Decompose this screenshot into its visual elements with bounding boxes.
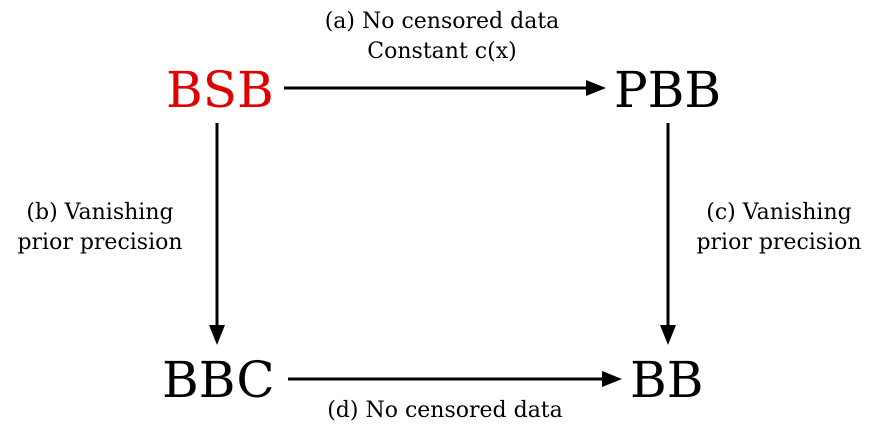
- edge-b-label: (b) Vanishing prior precision: [2, 198, 198, 258]
- edge-a-label: (a) No censored data Constant c(x): [302, 7, 582, 67]
- edge-b-arrow: [209, 123, 225, 345]
- edge-b-label-line1: (b) Vanishing: [26, 200, 174, 225]
- edge-b-label-line2: prior precision: [17, 230, 183, 255]
- node-bbc: BBC: [162, 351, 275, 409]
- edge-c-arrow: [660, 123, 676, 345]
- edge-c-label-line2: prior precision: [696, 230, 862, 255]
- node-bb: BB: [630, 351, 704, 409]
- edge-a-arrow: [284, 80, 606, 96]
- edge-d-label-line1: (d) No censored data: [327, 398, 563, 423]
- node-pbb: PBB: [614, 61, 722, 119]
- edge-a-label-line1: (a) No censored data: [324, 9, 560, 34]
- edge-c-label-line1: (c) Vanishing: [706, 200, 852, 225]
- edge-d-arrow: [288, 371, 622, 387]
- edge-a-label-line2: Constant c(x): [367, 39, 517, 64]
- edge-d-label: (d) No censored data: [300, 396, 590, 426]
- node-bsb: BSB: [166, 61, 274, 119]
- edge-c-label: (c) Vanishing prior precision: [684, 198, 874, 258]
